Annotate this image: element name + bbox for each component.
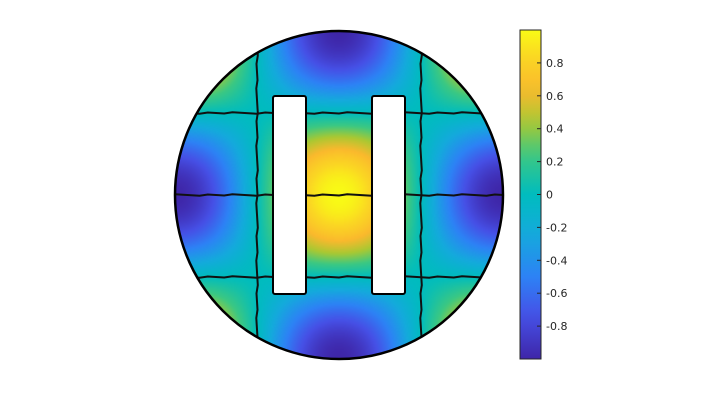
hole-left — [272, 95, 307, 295]
colorbar-fill — [520, 30, 541, 359]
colorbar-tick-label: 0.2 — [546, 156, 564, 169]
colorbar: -0.8 -0.6 -0.4 -0.2 0 0.2 0.4 0.6 0.8 — [519, 29, 567, 360]
colorbar-tick-label: -0.2 — [546, 221, 567, 234]
colorbar-tick-label: 0.6 — [546, 90, 564, 103]
mesh-line-horizontal — [175, 275, 503, 279]
colorbar-tick-label: -0.8 — [546, 320, 567, 333]
colorbar-ticks: -0.8 -0.6 -0.4 -0.2 0 0.2 0.4 0.6 0.8 — [537, 57, 567, 333]
mesh-line-horizontal — [175, 111, 503, 115]
colorbar-tick-label: -0.6 — [546, 287, 567, 300]
colorbar-tick-label: 0.4 — [546, 123, 564, 136]
mesh-line-horizontal — [175, 193, 503, 197]
hole-right — [371, 95, 406, 295]
colorbar-tick-label: -0.4 — [546, 254, 567, 267]
mesh-lines — [175, 31, 503, 359]
plot-area — [173, 29, 505, 361]
disk-boundary — [173, 29, 505, 361]
colorbar-tick-label: 0 — [546, 189, 553, 202]
colorbar-tick-label: 0.8 — [546, 57, 564, 70]
